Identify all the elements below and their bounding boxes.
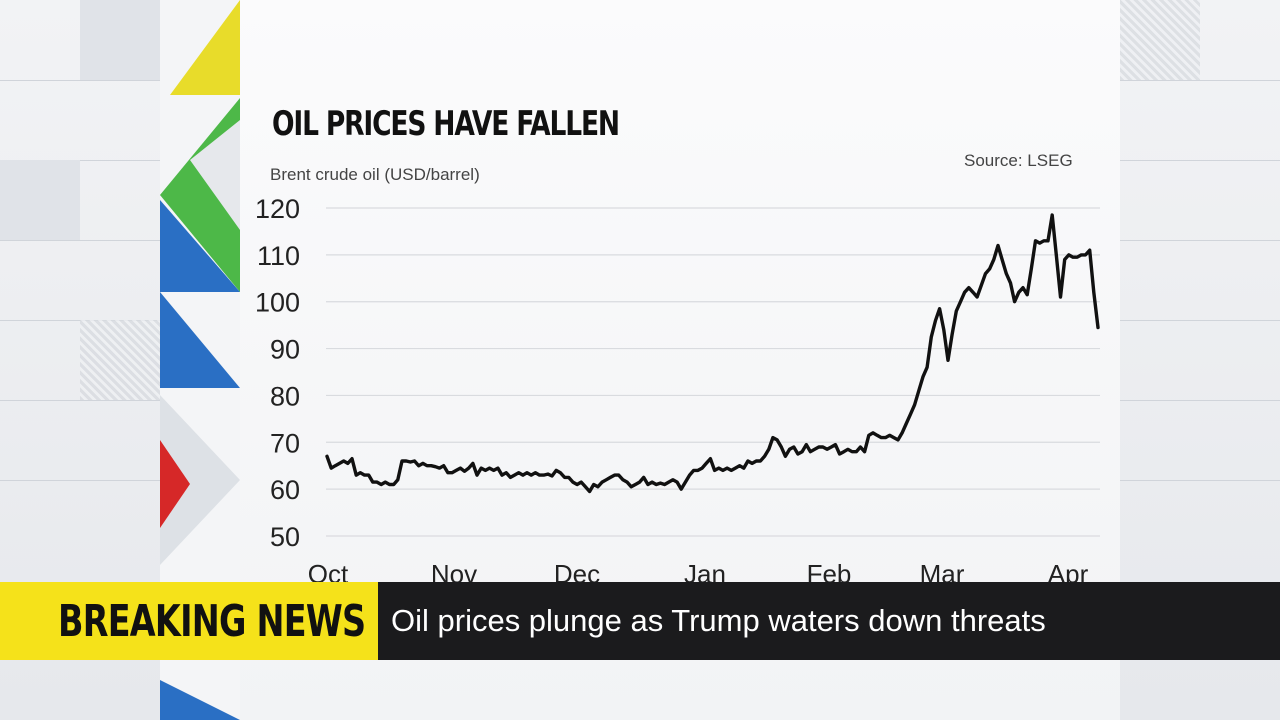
decorative-triangle-strip	[160, 0, 240, 720]
series-line	[325, 213, 1100, 494]
y-tick-label: 80	[270, 381, 300, 411]
background-hatch	[1120, 0, 1200, 80]
breaking-news-text: BREAKING NEWS	[58, 595, 366, 647]
headline-banner: Oil prices plunge as Trump waters down t…	[378, 582, 1280, 660]
background-hatch	[80, 320, 160, 400]
chart-source: Source: LSEG	[964, 151, 1073, 170]
breaking-news-label: BREAKING NEWS	[0, 582, 378, 660]
decorative-triangles	[160, 0, 240, 720]
background-block	[80, 0, 160, 80]
chart-ylabel: Brent crude oil (USD/barrel)	[270, 165, 480, 184]
y-tick-label: 90	[270, 335, 300, 365]
y-tick-label: 110	[257, 241, 300, 271]
y-tick-label: 50	[270, 522, 300, 552]
y-tick-label: 70	[270, 428, 300, 458]
y-tick-label: 100	[255, 288, 300, 318]
background-block	[0, 160, 80, 240]
y-tick-label: 120	[255, 194, 300, 224]
headline-text: Oil prices plunge as Trump waters down t…	[391, 603, 1046, 638]
y-tick-label: 60	[270, 475, 300, 505]
chart-title: OIL PRICES HAVE FALLEN	[272, 104, 620, 144]
